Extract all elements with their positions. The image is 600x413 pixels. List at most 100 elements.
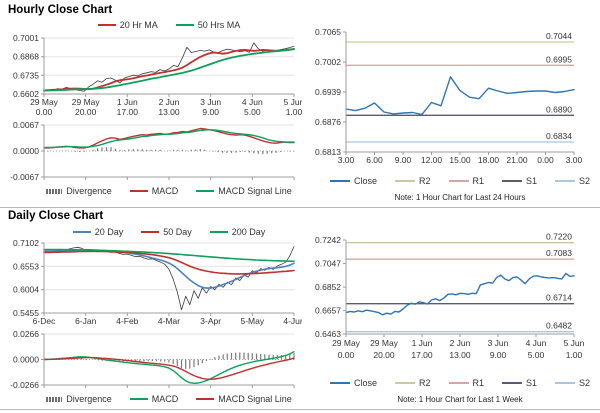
line-swatch (141, 231, 160, 233)
x-tick-label: 2 Jun (159, 97, 180, 107)
x-tick-label: 13.00 (158, 107, 180, 117)
divergence-swatch (46, 188, 63, 194)
x-tick-label: 5-May (240, 316, 264, 326)
legend-label: 50 Hrs MA (197, 20, 241, 30)
last1w-note: Note: 1 Hour Chart for Last 1 Week (397, 395, 523, 404)
hourly-close-panel: Hourly Close Chart 20 Hr MA 50 Hrs MA 0.… (6, 2, 302, 206)
series-line-macd (43, 351, 295, 384)
y-tick-label: 0.7102 (13, 238, 39, 248)
legend-item-divergence: Divergence (46, 394, 112, 404)
legend-item-200day: 200 Day (209, 227, 266, 237)
x-tick-label: 20.00 (75, 107, 97, 117)
x-tick-label: 4-Mar (158, 316, 180, 326)
y-tick-label: 0.6602 (13, 89, 39, 99)
legend-label: S2 (579, 378, 591, 388)
level-label-R2: 0.7044 (546, 31, 572, 41)
series-line-close (43, 246, 295, 311)
legend-label: S1 (526, 378, 538, 388)
x-tick-label: 4 Jun (242, 97, 263, 107)
series-line-macd (43, 127, 295, 149)
x-tick-label: 29 May (370, 338, 399, 348)
legend-item-close: Close (329, 378, 377, 388)
legend-item-close: Close (329, 176, 377, 186)
series-line-50-hrs-ma (43, 48, 295, 92)
legend-label: Divergence (66, 394, 112, 404)
line-swatch (175, 24, 194, 26)
x-tick-label: 29 May (72, 97, 101, 107)
last1w-panel: 0.7220 0.7083 0.6714 0.6482 0.7242 0.7047 0.68… (306, 210, 598, 410)
x-tick-label: 9.00 (395, 155, 412, 165)
y-tick-label: 0.7065 (315, 27, 341, 37)
legend-item-20hr-ma: 20 Hr MA (97, 20, 158, 30)
x-tick-label: 9.00 (490, 350, 507, 360)
series-line-close (345, 76, 575, 116)
x-tick-label: 29 May (30, 97, 59, 107)
x-tick-label: 18.00 (478, 155, 500, 165)
legend-item-r2: R2 (394, 176, 431, 186)
hourly-macd-chart: 0.0067 0.0000 -0.0067 (10, 120, 295, 182)
daily-ma-legend: 20 Day 50 Day 200 Day (44, 227, 294, 237)
daily-close-panel: Daily Close Chart 20 Day 50 Day 200 Day … (6, 210, 302, 410)
y-tick-label: 0.6813 (315, 147, 341, 157)
legend-label: R2 (418, 378, 431, 388)
legend-label: R1 (472, 176, 485, 186)
y-tick-label: 0.6868 (13, 52, 39, 62)
x-tick-label: 15.00 (449, 155, 471, 165)
x-tick-label: 6-Dec (33, 316, 56, 326)
legend-item-macd: MACD (129, 394, 179, 404)
series-line-20-hr-ma (43, 47, 295, 92)
y-tick-label: 0.7001 (13, 33, 39, 43)
legend-item-s1: S1 (502, 378, 537, 388)
y-tick-label: -0.0266 (10, 380, 39, 390)
x-tick-label: 29 May (332, 338, 361, 348)
line-swatch (394, 180, 415, 182)
last24-close-chart: 0.7044 0.6995 0.6890 0.6834 0.7065 0.7002 0.69… (315, 27, 583, 165)
x-tick-label: 2 Jun (450, 338, 471, 348)
x-tick-label: 5.00 (528, 350, 545, 360)
series-line-200-day (43, 248, 295, 263)
legend-item-r1: R1 (448, 176, 485, 186)
x-tick-label: 1 Jun (412, 338, 433, 348)
last24-note: Note: 1 Hour Chart for Last 24 Hours (394, 193, 526, 202)
legend-label: MACD Signal Line (218, 394, 292, 404)
legend-item-macd: MACD (129, 186, 178, 196)
line-swatch (555, 382, 576, 384)
legend-label: 200 Day (231, 227, 266, 237)
legend-item-s2: S2 (555, 176, 590, 186)
x-tick-label: 4-Jun (283, 316, 302, 326)
x-tick-label: 3.00 (338, 155, 355, 165)
line-swatch (329, 180, 350, 182)
bottom-divider (0, 409, 600, 410)
series-line-50-day (43, 250, 295, 275)
x-tick-label: 0.00 (36, 107, 53, 117)
line-swatch (502, 180, 523, 182)
x-tick-label: 12.00 (421, 155, 443, 165)
legend-label: MACD Signal Line (218, 186, 292, 196)
divergence-swatch (46, 396, 63, 402)
y-tick-label: 0.6876 (315, 117, 341, 127)
line-swatch (196, 190, 215, 192)
line-swatch (448, 180, 469, 182)
last1w-close-chart: 0.7220 0.7083 0.6714 0.6482 0.7242 0.7047 0.68… (315, 232, 585, 360)
x-tick-label: 1.00 (286, 107, 302, 117)
y-tick-label: 0.6735 (13, 70, 39, 80)
y-tick-label: 0.6553 (13, 261, 39, 271)
level-label-S2: 0.6834 (546, 131, 572, 141)
line-swatch (329, 382, 350, 384)
y-tick-label: -0.0067 (10, 172, 39, 182)
section-divider (0, 207, 600, 208)
y-tick-label: 0.6657 (315, 306, 341, 316)
line-swatch (502, 382, 523, 384)
series-line-macd-signal-line (43, 356, 295, 380)
legend-label: MACD (151, 394, 179, 404)
hourly-chart-title: Hourly Close Chart (8, 4, 113, 16)
x-tick-label: 5 Jun (564, 338, 585, 348)
daily-chart-title: Daily Close Chart (8, 210, 104, 222)
y-tick-label: 0.7242 (315, 235, 341, 245)
series-line-macd-signal-line (43, 128, 295, 149)
line-swatch (72, 231, 91, 233)
legend-item-20day: 20 Day (72, 227, 123, 237)
last1w-legend: Close R2 R1 S1 S2 (329, 378, 590, 388)
line-swatch (129, 190, 148, 192)
